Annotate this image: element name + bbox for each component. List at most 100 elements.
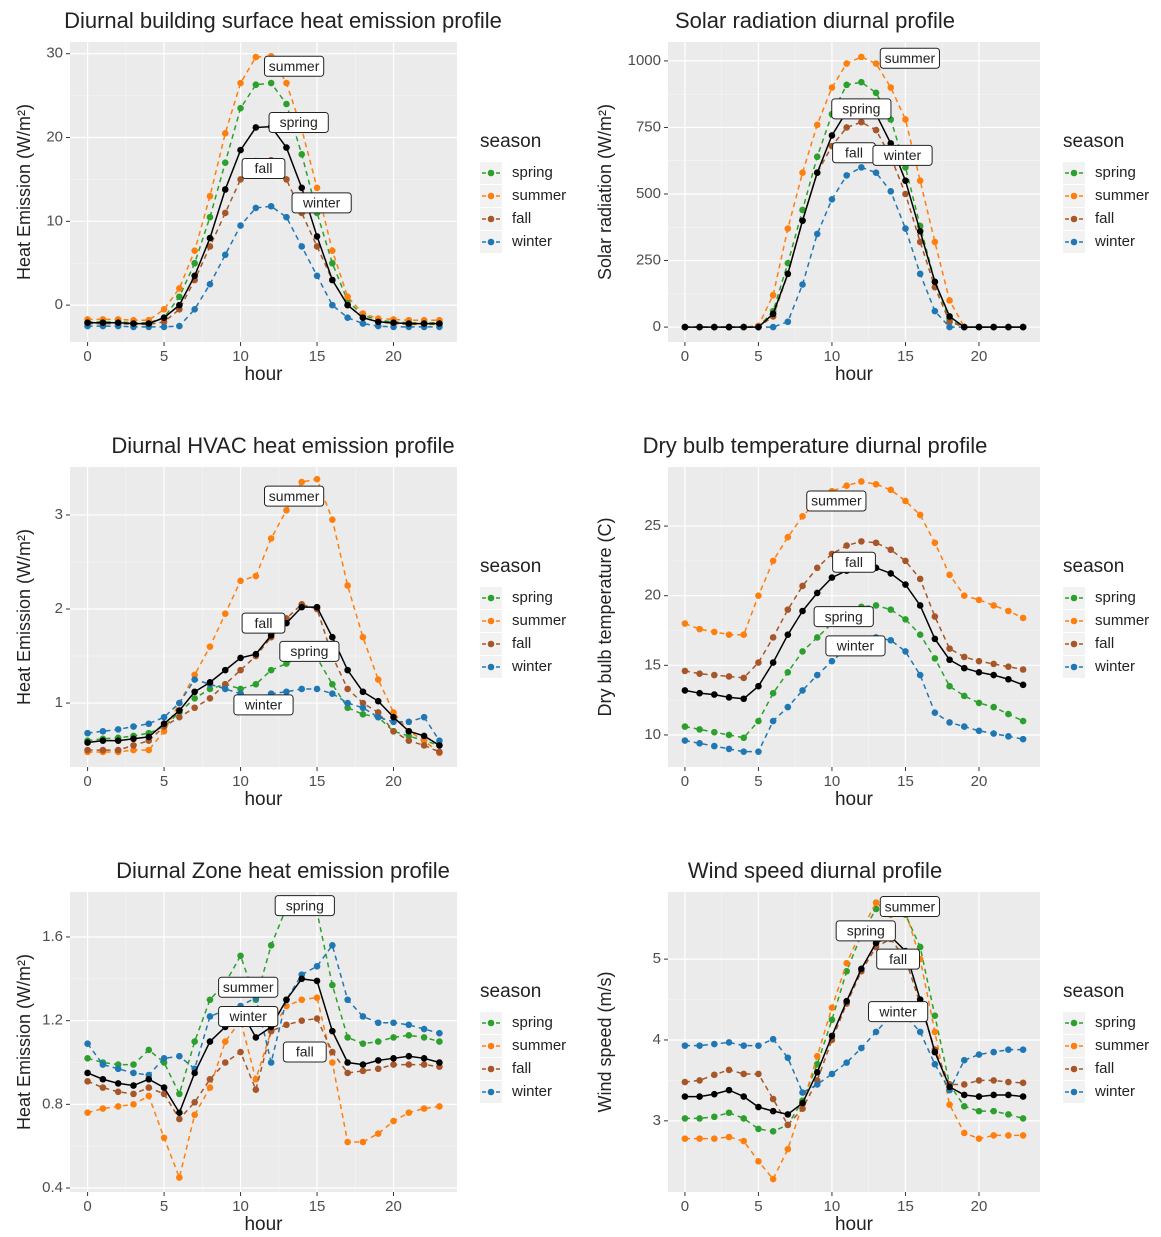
point [359,688,367,696]
point [931,613,939,620]
y-tick-label: 15 [644,656,661,673]
y-tick-label: 1.6 [42,928,63,945]
point [813,1069,821,1076]
point [160,1134,168,1142]
annotation-label: spring [847,923,885,939]
point [799,217,806,224]
point [206,643,214,650]
legend-label: fall [512,210,531,227]
point [769,310,777,318]
point [843,482,850,489]
point [769,1035,777,1043]
point [960,653,968,661]
y-axis-label: Solar radiation (W/m²) [595,104,615,280]
point [237,104,244,112]
y-tick-label: 1 [55,694,63,711]
point [390,319,397,327]
point [1005,1091,1012,1099]
point [298,478,306,486]
x-tick-label: 15 [309,1198,326,1215]
point [160,1055,168,1062]
point [405,1021,413,1029]
point [990,323,997,331]
point [359,699,367,707]
point [206,1013,214,1020]
point [313,475,321,483]
annotation-label: winter [878,1003,917,1019]
point [298,184,306,192]
point [114,1080,122,1087]
legend-dot [487,192,495,200]
point [902,225,909,232]
point [374,318,382,326]
point [696,1135,703,1142]
point [176,1090,183,1098]
point [374,697,382,705]
point [206,280,214,288]
annotation-label: winter [836,638,875,654]
point [784,1111,792,1118]
point [221,209,229,217]
point [711,728,718,736]
point [114,726,122,733]
point [252,53,260,61]
legend-dot [487,215,495,223]
x-tick-label: 20 [971,773,988,790]
annotation-label: winter [229,1008,268,1024]
point [160,306,168,313]
point [344,996,351,1004]
point [990,1107,997,1115]
y-tick-label: 25 [644,517,661,534]
x-tick-label: 10 [232,773,249,790]
point [84,319,91,327]
point [1019,1093,1027,1100]
point [298,1017,306,1024]
annotation-box [241,612,286,634]
point [813,169,821,177]
point [221,159,229,166]
point [237,146,244,154]
point [1019,735,1027,743]
point [206,685,214,693]
point [916,227,924,235]
y-axis-label: Wind speed (m/s) [595,971,615,1112]
point [374,1065,382,1073]
point [872,539,880,547]
point [390,1034,397,1041]
point [931,1060,939,1068]
y-tick-label: 0 [653,318,661,335]
point [329,259,336,267]
point [975,1093,983,1100]
point [267,666,275,674]
point [740,1137,748,1145]
point [960,723,968,730]
legend-label: winter [511,1083,552,1100]
point [975,596,983,604]
point [206,234,214,242]
point [696,689,703,697]
point [916,1028,924,1036]
point [99,1061,107,1068]
point [283,506,290,514]
point [740,1115,748,1122]
point [916,238,924,246]
point [799,648,806,655]
point [329,1059,336,1066]
annotation-box [806,490,867,512]
x-tick-label: 10 [232,1198,249,1215]
point [420,1105,428,1112]
point [436,737,443,744]
point [784,1121,792,1129]
x-axis-label: hour [835,1214,874,1232]
point [813,230,821,238]
annotation-box [263,485,325,507]
point [872,899,880,906]
point [145,1084,153,1091]
point [390,1019,397,1027]
annotation-label: summer [885,50,936,66]
point [711,1071,718,1079]
point [420,1025,428,1033]
point [436,1029,443,1037]
series-line [87,1017,440,1121]
point [420,732,428,740]
